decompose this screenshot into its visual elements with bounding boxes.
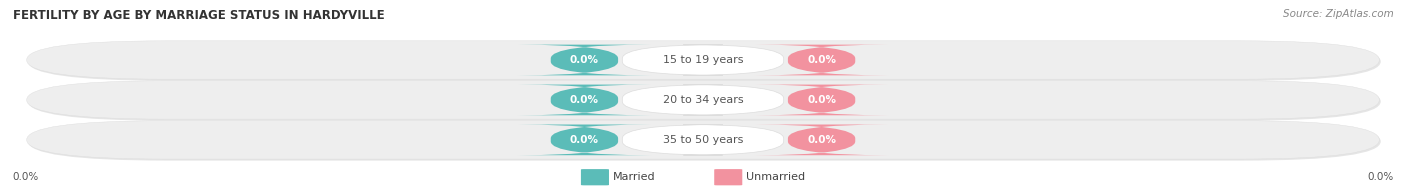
Text: 0.0%: 0.0%	[807, 95, 837, 105]
Text: 0.0%: 0.0%	[569, 55, 599, 65]
Text: 35 to 50 years: 35 to 50 years	[662, 135, 744, 145]
FancyBboxPatch shape	[27, 121, 1379, 159]
FancyBboxPatch shape	[27, 41, 1379, 79]
Text: FERTILITY BY AGE BY MARRIAGE STATUS IN HARDYVILLE: FERTILITY BY AGE BY MARRIAGE STATUS IN H…	[13, 9, 384, 22]
FancyBboxPatch shape	[517, 124, 651, 155]
Text: 0.0%: 0.0%	[1367, 172, 1393, 182]
FancyBboxPatch shape	[517, 45, 651, 75]
Text: Source: ZipAtlas.com: Source: ZipAtlas.com	[1282, 9, 1393, 19]
Text: 0.0%: 0.0%	[569, 95, 599, 105]
Text: 20 to 34 years: 20 to 34 years	[662, 95, 744, 105]
FancyBboxPatch shape	[755, 45, 889, 75]
Text: Married: Married	[613, 172, 655, 182]
Text: 0.0%: 0.0%	[13, 172, 39, 182]
FancyBboxPatch shape	[28, 82, 1381, 121]
FancyBboxPatch shape	[28, 122, 1381, 161]
FancyBboxPatch shape	[623, 124, 783, 155]
FancyBboxPatch shape	[714, 169, 742, 185]
Text: 0.0%: 0.0%	[807, 135, 837, 145]
FancyBboxPatch shape	[623, 45, 783, 75]
FancyBboxPatch shape	[755, 85, 889, 115]
FancyBboxPatch shape	[27, 81, 1379, 119]
FancyBboxPatch shape	[755, 124, 889, 155]
FancyBboxPatch shape	[517, 85, 651, 115]
Text: Unmarried: Unmarried	[747, 172, 806, 182]
FancyBboxPatch shape	[623, 85, 783, 115]
Text: 0.0%: 0.0%	[569, 135, 599, 145]
Text: 0.0%: 0.0%	[807, 55, 837, 65]
Text: 15 to 19 years: 15 to 19 years	[662, 55, 744, 65]
FancyBboxPatch shape	[581, 169, 609, 185]
FancyBboxPatch shape	[28, 42, 1381, 81]
